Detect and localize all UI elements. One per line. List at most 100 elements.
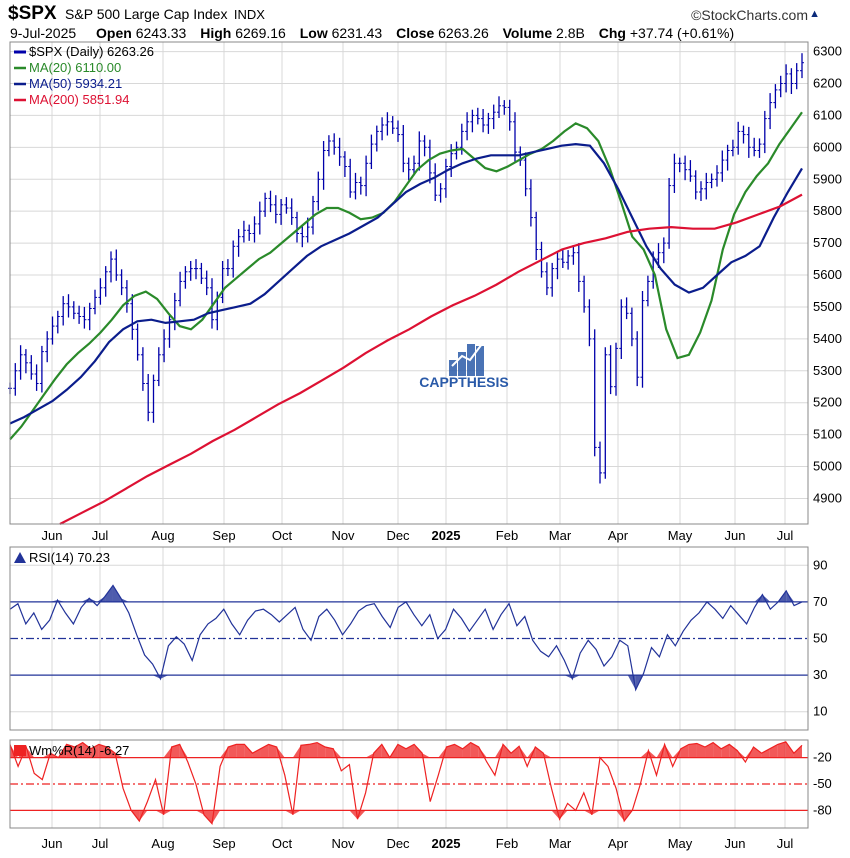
ticker-symbol: $SPX bbox=[8, 3, 57, 24]
x-tick-label: May bbox=[668, 836, 693, 851]
index-description: S&P 500 Large Cap Index bbox=[65, 6, 228, 22]
y-tick-label: 5700 bbox=[813, 235, 842, 250]
x-tick-label: Jun bbox=[42, 836, 63, 851]
close-label: Close bbox=[396, 25, 435, 41]
rsi-tick-label: 50 bbox=[813, 631, 827, 646]
willr-overbought-fill bbox=[106, 747, 116, 758]
willr-oversold-fill bbox=[284, 810, 293, 815]
rsi-overbought-fill bbox=[105, 585, 113, 602]
brand-label[interactable]: ©StockCharts.com bbox=[691, 7, 808, 23]
willr-legend: Wm%R(14) -6.27 bbox=[29, 743, 129, 758]
y-tick-label: 6200 bbox=[813, 75, 842, 90]
rsi-oversold-fill bbox=[160, 675, 169, 679]
rsi-line bbox=[9, 584, 803, 692]
y-tick-label: 5500 bbox=[813, 299, 842, 314]
x-tick-label: Sep bbox=[212, 836, 235, 851]
volume-value: 2.8B bbox=[556, 25, 585, 41]
y-tick-label: 5400 bbox=[813, 331, 842, 346]
chart-title-row: $SPX S&P 500 Large Cap Index INDX bbox=[8, 3, 265, 25]
quote-date: 9-Jul-2025 bbox=[10, 25, 77, 41]
rsi-overbought-fill bbox=[754, 594, 763, 602]
willr-oversold-fill bbox=[349, 810, 358, 820]
x-tick-label: Nov bbox=[331, 528, 355, 543]
willr-oversold-fill bbox=[591, 810, 600, 815]
willr-overbought-fill bbox=[98, 744, 107, 758]
x-tick-label: Jul bbox=[777, 836, 794, 851]
legend-entry: $SPX (Daily) 6263.26 bbox=[29, 44, 154, 59]
high-value: 6269.16 bbox=[235, 25, 286, 41]
willr-overbought-fill bbox=[462, 742, 471, 758]
low-label: Low bbox=[299, 25, 328, 41]
willr-overbought-fill bbox=[761, 748, 770, 758]
rsi-tick-label: 90 bbox=[813, 557, 827, 572]
x-tick-label: Nov bbox=[331, 836, 355, 851]
change-label: Chg bbox=[598, 25, 626, 41]
legend-entry: MA(20) 6110.00 bbox=[29, 60, 121, 75]
willr-overbought-fill bbox=[252, 748, 261, 758]
willr-overbought-fill bbox=[527, 747, 536, 758]
willr-overbought-fill bbox=[535, 747, 544, 758]
chevron-up-icon[interactable]: ▲ bbox=[809, 8, 820, 20]
x-tick-label: Aug bbox=[151, 836, 174, 851]
willr-overbought-fill bbox=[688, 743, 697, 758]
x-tick-label: 2025 bbox=[432, 528, 461, 543]
rsi-legend-icon bbox=[14, 552, 26, 563]
willr-oversold-fill bbox=[212, 810, 221, 824]
willr-oversold-fill bbox=[163, 810, 172, 815]
willr-overbought-fill bbox=[325, 747, 334, 758]
willr-overbought-fill bbox=[163, 747, 172, 758]
close-value: 6263.26 bbox=[438, 25, 489, 41]
ma50-line bbox=[9, 142, 803, 425]
y-tick-label: 5000 bbox=[813, 459, 842, 474]
willr-overbought-fill bbox=[228, 744, 237, 758]
willr-overbought-fill bbox=[115, 753, 124, 758]
willr-overbought-fill bbox=[640, 750, 649, 758]
indicator-fills bbox=[10, 585, 802, 824]
rsi-tick-label: 30 bbox=[813, 667, 827, 682]
willr-line bbox=[9, 741, 803, 825]
y-tick-label: 6000 bbox=[813, 139, 842, 154]
x-tick-label: Feb bbox=[496, 836, 518, 851]
willr-tick-label: -80 bbox=[813, 802, 832, 817]
willr-overbought-fill bbox=[729, 744, 738, 758]
y-tick-label: 5900 bbox=[813, 171, 842, 186]
x-tick-label: Jun bbox=[725, 528, 746, 543]
legend-entry: MA(50) 5934.21 bbox=[29, 76, 122, 91]
watermark: CAPPTHESIS bbox=[419, 343, 509, 390]
watermark-logo-line bbox=[451, 343, 483, 367]
willr-oversold-fill bbox=[559, 810, 568, 820]
panel-frames bbox=[9, 41, 809, 829]
y-tick-label: 5800 bbox=[813, 203, 842, 218]
rsi-overbought-fill bbox=[89, 598, 98, 602]
y-tick-label: 5100 bbox=[813, 427, 842, 442]
willr-overbought-fill bbox=[769, 744, 778, 758]
tick-labels: 4900 5000 5100 5200 5300 5400 5500 5600 5700 5800… bbox=[42, 44, 842, 851]
willr-overbought-fill bbox=[300, 744, 310, 758]
willr-overbought-fill bbox=[793, 745, 802, 758]
rsi-tick-label: 70 bbox=[813, 594, 827, 609]
willr-overbought-fill bbox=[309, 742, 318, 758]
y-tick-label: 5600 bbox=[813, 267, 842, 282]
willr-overbought-fill bbox=[446, 744, 455, 758]
ma20-line bbox=[9, 111, 803, 441]
willr-oversold-fill bbox=[139, 810, 148, 821]
willr-overbought-fill bbox=[753, 747, 762, 758]
willr-overbought-fill bbox=[696, 743, 706, 758]
willr-tick-label: -50 bbox=[813, 776, 832, 791]
series-layer bbox=[8, 53, 804, 825]
willr-overbought-fill bbox=[422, 753, 431, 758]
panel-frame bbox=[9, 41, 809, 525]
panel-frame bbox=[9, 546, 809, 731]
willr-overbought-fill bbox=[737, 750, 746, 758]
x-tick-label: Sep bbox=[212, 528, 235, 543]
willr-overbought-fill bbox=[220, 747, 229, 758]
legend-entry: MA(200) 5851.94 bbox=[29, 92, 129, 107]
willr-overbought-fill bbox=[365, 753, 374, 758]
x-tick-label: Jun bbox=[42, 528, 63, 543]
willr-oversold-fill bbox=[203, 810, 213, 824]
low-value: 6231.43 bbox=[331, 25, 383, 41]
willr-overbought-fill bbox=[414, 744, 423, 758]
willr-oversold-fill bbox=[583, 810, 592, 815]
watermark-logo-bar bbox=[458, 352, 466, 376]
